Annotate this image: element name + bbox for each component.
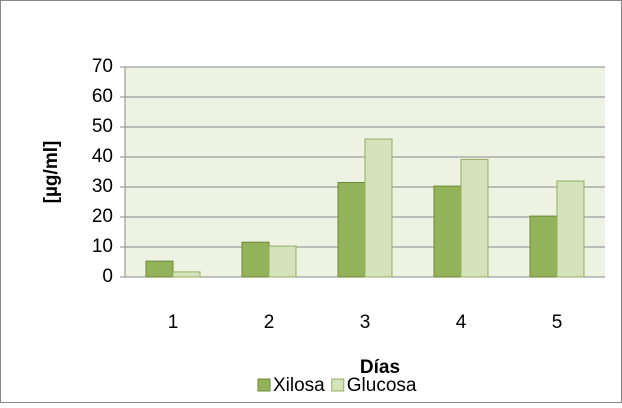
y-tick-label: 50 — [92, 116, 113, 137]
y-tick-label: 30 — [92, 176, 113, 197]
legend-swatch — [257, 378, 271, 392]
bar — [556, 180, 585, 278]
x-tick-label: 3 — [360, 312, 371, 333]
legend-label: Xilosa — [273, 375, 325, 396]
bar — [529, 215, 558, 278]
y-axis-label: [µg/ml] — [41, 141, 62, 204]
y-tick-label: 0 — [102, 266, 113, 287]
bar — [172, 271, 201, 278]
bar — [145, 260, 174, 278]
bar — [460, 158, 489, 278]
y-tick-label: 10 — [92, 236, 113, 257]
bar — [364, 138, 393, 278]
y-tick-label: 60 — [92, 86, 113, 107]
y-tick-label: 70 — [92, 56, 113, 77]
x-tick-label: 4 — [456, 312, 467, 333]
y-tick-label: 20 — [92, 206, 113, 227]
bar — [268, 245, 297, 278]
x-tick-label: 5 — [552, 312, 563, 333]
legend-label: Glucosa — [347, 375, 417, 396]
x-axis-label: Días — [360, 357, 400, 378]
legend-swatch — [331, 378, 345, 392]
x-tick-label: 2 — [264, 312, 275, 333]
bar — [337, 182, 366, 278]
bar — [241, 241, 270, 278]
y-tick-label: 40 — [92, 146, 113, 167]
x-tick-label: 1 — [168, 312, 179, 333]
bar — [433, 185, 462, 278]
